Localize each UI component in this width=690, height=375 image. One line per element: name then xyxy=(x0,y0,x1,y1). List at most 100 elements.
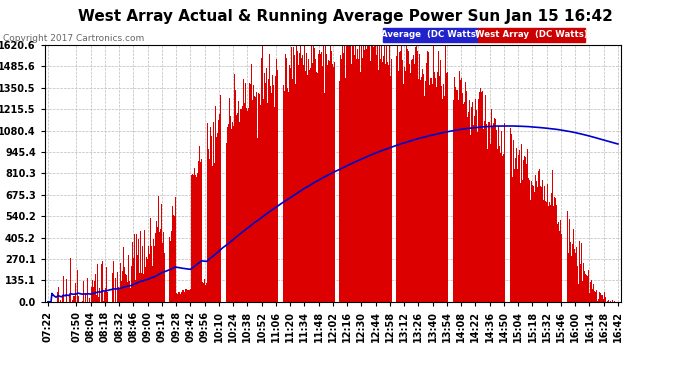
Bar xyxy=(369,45,370,302)
Text: Copyright 2017 Cartronics.com: Copyright 2017 Cartronics.com xyxy=(3,34,145,43)
Bar xyxy=(580,264,581,302)
Bar xyxy=(194,168,195,302)
Bar xyxy=(224,151,226,302)
Bar xyxy=(414,64,415,302)
Bar xyxy=(568,253,569,302)
Bar xyxy=(198,162,199,302)
Bar xyxy=(249,83,250,302)
Bar xyxy=(418,79,419,302)
Bar xyxy=(591,280,592,302)
Bar xyxy=(247,111,248,302)
Bar xyxy=(277,70,279,302)
Bar xyxy=(513,169,515,302)
Bar xyxy=(542,180,543,302)
Bar xyxy=(604,292,605,302)
Bar xyxy=(413,55,414,302)
Bar xyxy=(193,176,194,302)
Bar xyxy=(525,157,526,302)
Bar xyxy=(301,58,302,302)
Bar xyxy=(436,87,437,302)
Bar xyxy=(343,53,344,302)
Bar xyxy=(476,110,477,302)
Bar xyxy=(429,86,430,302)
Bar xyxy=(308,59,309,302)
Bar xyxy=(126,275,127,302)
Bar xyxy=(444,96,445,302)
Bar xyxy=(350,45,351,302)
Bar xyxy=(147,259,148,302)
Bar xyxy=(560,220,562,302)
Bar xyxy=(341,58,342,302)
Bar xyxy=(345,78,346,302)
Bar xyxy=(256,92,257,302)
Bar xyxy=(189,290,190,302)
Bar xyxy=(348,45,350,302)
Bar xyxy=(217,133,218,302)
Bar xyxy=(140,231,141,302)
Bar xyxy=(297,51,298,302)
Bar xyxy=(333,67,335,302)
Bar xyxy=(222,124,224,302)
Bar xyxy=(162,243,164,302)
Bar xyxy=(74,296,75,302)
Bar xyxy=(490,144,491,302)
Bar xyxy=(259,94,260,302)
Bar xyxy=(118,287,119,302)
Bar xyxy=(491,109,492,302)
Bar xyxy=(176,293,177,302)
Bar xyxy=(135,280,136,302)
Bar xyxy=(104,292,106,302)
Bar xyxy=(283,85,284,302)
Bar xyxy=(518,155,519,302)
Bar xyxy=(271,93,273,302)
Bar xyxy=(547,184,548,302)
Bar xyxy=(538,171,539,302)
Bar xyxy=(233,126,234,302)
Bar xyxy=(125,274,126,302)
Bar xyxy=(451,78,453,302)
Bar xyxy=(515,148,517,302)
Bar xyxy=(382,62,383,302)
Bar xyxy=(228,99,230,302)
Bar xyxy=(543,200,544,302)
Bar xyxy=(424,96,425,302)
Bar xyxy=(202,282,203,302)
Bar xyxy=(281,64,282,302)
Bar xyxy=(99,288,100,302)
Bar xyxy=(266,68,267,302)
Bar xyxy=(219,114,220,302)
Bar xyxy=(367,45,368,302)
Bar xyxy=(487,150,488,302)
Bar xyxy=(427,51,428,302)
Bar xyxy=(235,90,236,302)
Bar xyxy=(150,217,151,302)
Bar xyxy=(268,80,269,302)
Bar xyxy=(92,280,93,302)
Bar xyxy=(146,257,147,302)
Bar xyxy=(320,54,321,302)
Bar xyxy=(431,78,432,302)
Bar xyxy=(66,279,67,302)
Bar xyxy=(578,284,579,302)
Bar xyxy=(460,80,461,302)
Bar xyxy=(430,78,431,302)
Bar xyxy=(468,112,469,302)
Bar xyxy=(200,162,201,302)
Bar xyxy=(151,246,152,302)
Bar xyxy=(127,282,128,302)
Bar xyxy=(607,301,609,302)
Bar xyxy=(119,263,121,302)
Bar xyxy=(89,298,90,302)
Bar xyxy=(517,168,518,302)
Bar xyxy=(603,299,604,302)
Bar xyxy=(102,261,103,302)
Bar xyxy=(403,84,404,302)
Bar xyxy=(587,276,588,302)
Bar xyxy=(425,81,426,302)
Bar xyxy=(185,289,186,302)
Bar xyxy=(433,45,434,302)
Bar xyxy=(373,47,374,302)
Bar xyxy=(480,88,481,302)
Bar xyxy=(355,46,356,302)
Bar xyxy=(411,60,412,302)
